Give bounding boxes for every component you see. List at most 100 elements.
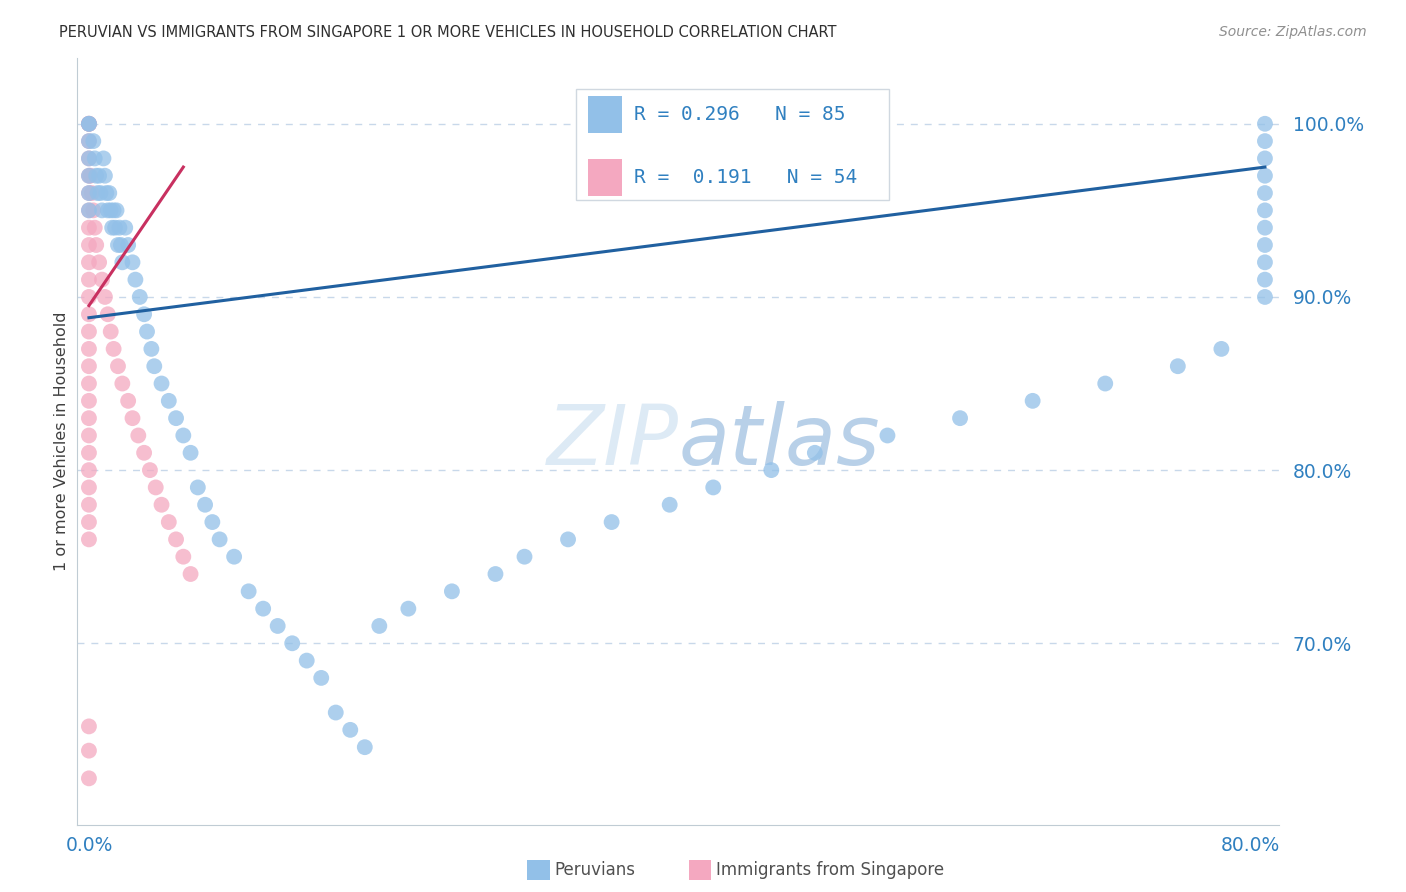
Point: [77, 533, 100, 547]
Point: [111, 376, 134, 391]
Point: [90, 186, 112, 200]
Point: [84, 238, 107, 252]
Point: [876, 428, 898, 442]
Point: [82, 134, 104, 148]
Point: [101, 220, 124, 235]
Point: [82, 203, 104, 218]
Point: [77, 238, 100, 252]
Point: [77, 117, 100, 131]
Point: [124, 272, 146, 286]
Point: [77, 203, 100, 218]
Text: ZIP: ZIP: [547, 401, 679, 482]
Point: [77, 480, 100, 494]
Point: [1254, 134, 1277, 148]
Point: [77, 117, 100, 131]
Point: [87, 255, 110, 269]
Point: [77, 446, 100, 460]
Y-axis label: 1 or more Vehicles in Household: 1 or more Vehicles in Household: [53, 312, 69, 571]
Point: [77, 220, 100, 235]
Text: Immigrants from Singapore: Immigrants from Singapore: [716, 861, 943, 879]
Point: [1254, 152, 1277, 166]
Point: [1254, 117, 1277, 131]
Point: [1254, 203, 1277, 218]
Point: [83, 220, 105, 235]
Point: [396, 601, 419, 615]
Point: [440, 584, 463, 599]
Point: [91, 203, 114, 218]
Point: [295, 654, 318, 668]
Point: [91, 272, 114, 286]
Text: R = 0.296   N = 85: R = 0.296 N = 85: [634, 105, 845, 124]
Point: [267, 619, 290, 633]
Text: Source: ZipAtlas.com: Source: ZipAtlas.com: [1219, 25, 1367, 39]
Text: R =  0.191   N = 54: R = 0.191 N = 54: [634, 169, 858, 187]
Point: [97, 203, 120, 218]
Point: [201, 515, 224, 529]
Point: [94, 290, 117, 304]
Point: [77, 428, 100, 442]
Point: [1254, 186, 1277, 200]
Point: [77, 463, 100, 477]
Point: [77, 134, 100, 148]
Point: [1254, 255, 1277, 269]
Point: [114, 220, 136, 235]
Point: [165, 411, 187, 425]
Point: [77, 719, 100, 733]
Point: [339, 723, 361, 737]
Point: [208, 533, 231, 547]
Point: [484, 567, 506, 582]
Point: [103, 342, 125, 356]
Point: [325, 706, 347, 720]
Point: [107, 238, 129, 252]
Point: [77, 272, 100, 286]
Point: [77, 169, 100, 183]
Point: [77, 186, 100, 200]
Point: [139, 463, 162, 477]
Point: [194, 498, 217, 512]
Point: [108, 220, 131, 235]
Point: [104, 220, 127, 235]
Point: [84, 169, 107, 183]
Point: [110, 238, 132, 252]
Point: [98, 186, 121, 200]
Point: [97, 307, 120, 321]
Point: [103, 203, 125, 218]
Point: [111, 255, 134, 269]
Point: [1254, 238, 1277, 252]
Text: PERUVIAN VS IMMIGRANTS FROM SINGAPORE 1 OR MORE VEHICLES IN HOUSEHOLD CORRELATIO: PERUVIAN VS IMMIGRANTS FROM SINGAPORE 1 …: [59, 25, 837, 40]
Point: [80, 186, 103, 200]
Point: [172, 549, 194, 564]
Point: [77, 186, 100, 200]
Point: [100, 203, 122, 218]
Point: [150, 376, 173, 391]
Point: [79, 169, 101, 183]
Point: [513, 549, 536, 564]
Point: [224, 549, 246, 564]
Point: [353, 740, 375, 755]
Point: [93, 152, 115, 166]
Point: [77, 744, 100, 758]
Point: [77, 342, 100, 356]
Point: [77, 117, 100, 131]
Point: [1021, 393, 1043, 408]
Point: [1167, 359, 1189, 374]
Point: [86, 186, 108, 200]
Point: [1094, 376, 1116, 391]
Point: [949, 411, 972, 425]
Point: [281, 636, 304, 650]
Point: [121, 255, 143, 269]
Point: [105, 203, 128, 218]
Point: [77, 255, 100, 269]
Point: [77, 376, 100, 391]
Bar: [588, 96, 621, 133]
Point: [702, 480, 724, 494]
Point: [136, 325, 159, 339]
Text: atlas: atlas: [679, 401, 880, 482]
Point: [77, 772, 100, 786]
Point: [107, 359, 129, 374]
Point: [100, 325, 122, 339]
Point: [658, 498, 681, 512]
Point: [128, 290, 150, 304]
Bar: [588, 160, 621, 196]
Point: [143, 359, 166, 374]
